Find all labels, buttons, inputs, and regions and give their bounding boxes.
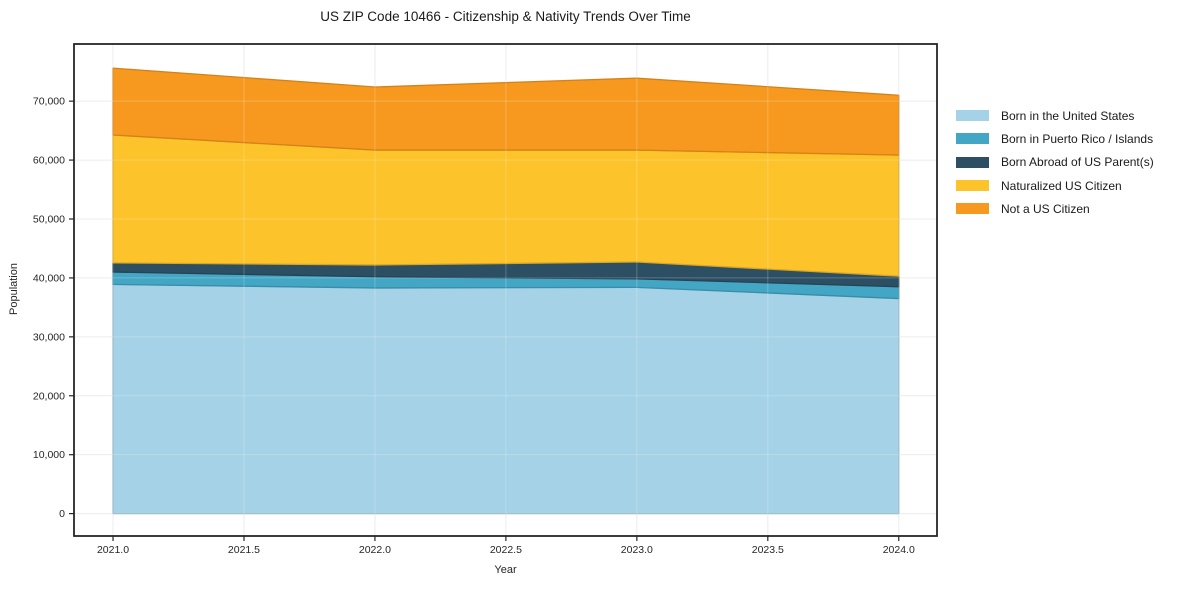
legend-item: Naturalized US Citizen [956, 174, 1154, 197]
legend-swatch [956, 203, 989, 215]
y-tick-label: 60,000 [33, 155, 65, 167]
legend-label: Born Abroad of US Parent(s) [1001, 155, 1154, 170]
x-tick-label: 2024.0 [883, 544, 915, 556]
legend-swatch [956, 180, 989, 192]
legend-swatch [956, 133, 989, 145]
tick-labels: 2021.0 2021.5 2022.0 2022.5 2023.0 2023.5 2024… [33, 96, 915, 556]
area-series [112, 67, 900, 515]
legend-item: Born in Puerto Rico / Islands [956, 127, 1154, 150]
y-tick-label: 10,000 [33, 449, 65, 461]
x-tick-label: 2022.0 [359, 544, 391, 556]
axis-ticks [69, 100, 900, 541]
legend: Born in the United States Born in Puerto … [956, 104, 1154, 220]
legend-item: Born Abroad of US Parent(s) [956, 151, 1154, 174]
legend-label: Born in Puerto Rico / Islands [1001, 131, 1154, 146]
chart-title: US ZIP Code 10466 - Citizenship & Nativi… [320, 9, 691, 24]
legend-label: Born in the United States [1001, 108, 1135, 123]
legend-label: Naturalized US Citizen [1001, 178, 1122, 193]
y-tick-label: 70,000 [33, 96, 65, 108]
y-tick-label: 20,000 [33, 390, 65, 402]
x-axis-label: Year [494, 564, 517, 576]
y-tick-label: 30,000 [33, 331, 65, 343]
x-tick-label: 2023.0 [621, 544, 653, 556]
legend-item: Born in the United States [956, 104, 1154, 127]
x-tick-label: 2021.5 [228, 544, 260, 556]
legend-item: Not a US Citizen [956, 197, 1154, 220]
gridlines-overlay [74, 44, 937, 536]
legend-swatch [956, 156, 989, 168]
legend-swatch [956, 110, 989, 122]
y-tick-label: 50,000 [33, 213, 65, 225]
legend-label: Not a US Citizen [1001, 201, 1090, 216]
y-tick-label: 0 [59, 508, 65, 520]
y-tick-label: 40,000 [33, 272, 65, 284]
x-tick-label: 2022.5 [490, 544, 522, 556]
x-tick-label: 2021.0 [97, 544, 129, 556]
area-not-a-us-citizen [112, 67, 900, 156]
x-tick-label: 2023.5 [752, 544, 784, 556]
